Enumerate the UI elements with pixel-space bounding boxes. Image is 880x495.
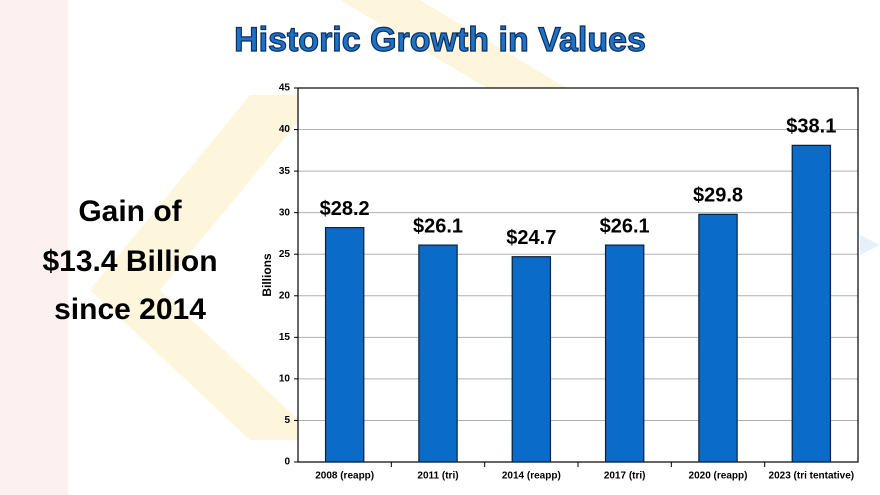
- value-label: $28.2: [320, 198, 370, 220]
- bar: [511, 256, 552, 463]
- y-tick-label: 15: [279, 332, 291, 343]
- bar: [324, 227, 365, 463]
- decor-arrow: [860, 235, 880, 255]
- y-axis-label: Billions: [260, 253, 274, 297]
- decor-strip: [0, 0, 68, 495]
- annotation-line: $13.4 Billion: [42, 245, 217, 278]
- x-tick-label: 2023 (tri tentative): [769, 471, 855, 482]
- bar: [604, 244, 645, 463]
- x-tick-label: 2014 (reapp): [502, 471, 561, 482]
- title: Historic Growth in Values: [234, 21, 646, 59]
- value-label: $24.7: [506, 227, 556, 249]
- plot-area: [298, 88, 858, 462]
- y-tick-label: 30: [279, 207, 291, 218]
- y-tick-label: 35: [279, 166, 291, 177]
- y-tick-label: 0: [284, 457, 290, 468]
- y-tick-label: 40: [279, 124, 291, 135]
- y-tick-label: 5: [284, 415, 290, 426]
- x-tick-label: 2020 (reapp): [689, 471, 748, 482]
- x-tick-label: 2017 (tri): [604, 471, 646, 482]
- annotation-line: Gain of: [78, 195, 182, 228]
- y-tick-label: 20: [279, 290, 291, 301]
- bar: [418, 244, 458, 463]
- x-tick-label: 2011 (tri): [417, 471, 458, 482]
- value-label: $26.1: [600, 215, 650, 237]
- bar: [698, 213, 738, 463]
- y-tick-label: 45: [279, 83, 291, 94]
- value-label: $26.1: [413, 215, 463, 237]
- annotation-line: since 2014: [54, 293, 206, 326]
- y-tick-label: 25: [279, 249, 291, 260]
- y-tick-label: 10: [279, 374, 291, 385]
- bar: [791, 144, 832, 463]
- x-tick-label: 2008 (reapp): [315, 471, 374, 482]
- decor-chevron: [90, 95, 320, 440]
- value-label: $38.1: [786, 116, 836, 138]
- value-label: $29.8: [693, 185, 743, 207]
